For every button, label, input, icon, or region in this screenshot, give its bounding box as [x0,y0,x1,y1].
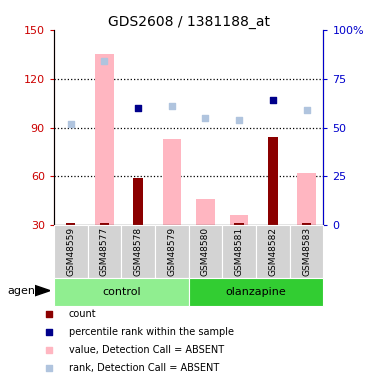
Text: percentile rank within the sample: percentile rank within the sample [69,327,234,337]
Text: GSM48559: GSM48559 [66,226,75,276]
Text: GSM48577: GSM48577 [100,226,109,276]
Text: GSM48580: GSM48580 [201,226,210,276]
Text: olanzapine: olanzapine [226,286,286,297]
FancyBboxPatch shape [189,278,323,306]
Bar [230,215,248,225]
Point [270,97,276,103]
FancyBboxPatch shape [256,225,290,278]
Polygon shape [35,285,50,296]
FancyBboxPatch shape [189,225,223,278]
FancyBboxPatch shape [54,225,88,278]
FancyBboxPatch shape [223,225,256,278]
FancyBboxPatch shape [88,225,121,278]
Bar [297,173,316,225]
Bar [162,139,181,225]
Bar [95,54,114,225]
Bar [302,224,311,225]
Text: control: control [102,286,141,297]
FancyBboxPatch shape [155,225,189,278]
Text: GSM48581: GSM48581 [235,226,244,276]
Bar [66,224,75,225]
FancyBboxPatch shape [121,225,155,278]
Text: GSM48578: GSM48578 [134,226,142,276]
Point [101,58,107,64]
Bar [100,224,109,225]
FancyBboxPatch shape [54,278,189,306]
Bar [134,178,143,225]
Point [45,329,52,335]
Text: agent: agent [8,286,40,296]
Bar [196,199,215,225]
Point [45,365,52,371]
Text: count: count [69,309,97,319]
Text: GSM48582: GSM48582 [268,227,277,276]
Text: value, Detection Call = ABSENT: value, Detection Call = ABSENT [69,345,224,355]
Point [45,347,52,353]
Point [203,115,209,121]
Bar [268,137,278,225]
Text: GSM48579: GSM48579 [167,226,176,276]
Title: GDS2608 / 1381188_at: GDS2608 / 1381188_at [108,15,270,29]
Point [169,103,175,109]
FancyBboxPatch shape [290,225,323,278]
Point [45,311,52,317]
Point [135,105,141,111]
Point [236,117,242,123]
Bar [234,224,244,225]
Point [303,107,310,113]
Text: rank, Detection Call = ABSENT: rank, Detection Call = ABSENT [69,363,219,373]
Text: GSM48583: GSM48583 [302,226,311,276]
Point [68,121,74,127]
